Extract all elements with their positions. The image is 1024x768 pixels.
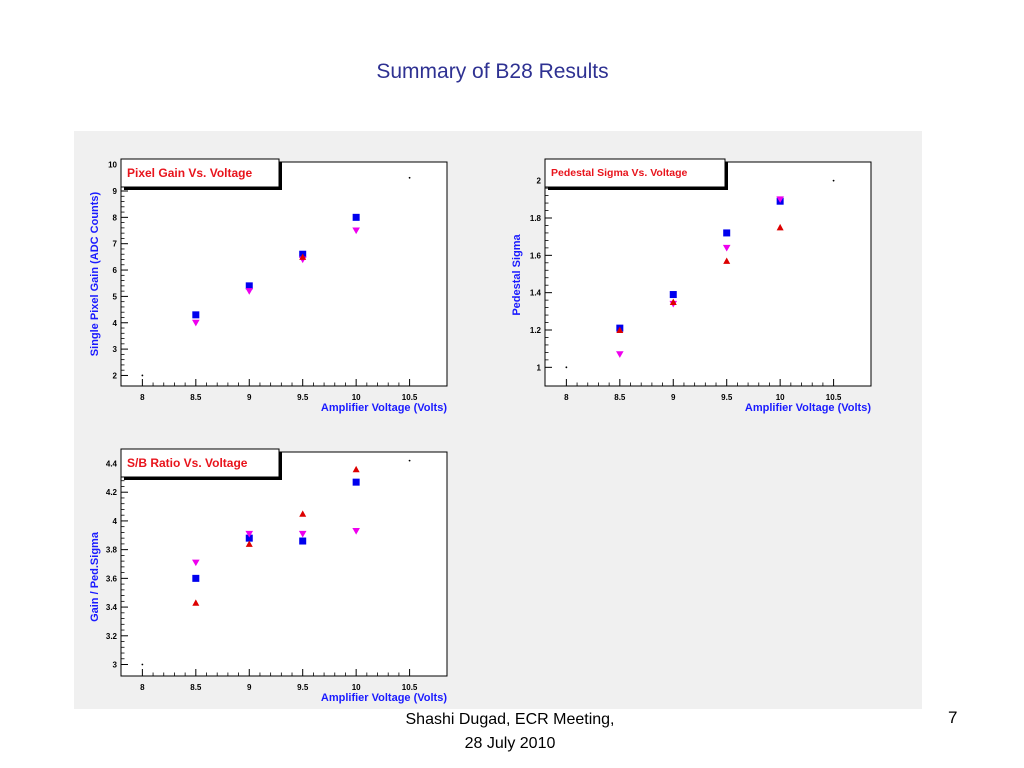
data-point-square	[723, 229, 731, 237]
chart-pixel-gain: 8 8.5 9 9.5 10 10.5 2 3 4 5 6 7 8 9 10 Pixel Gain Vs. V…	[89, 158, 448, 414]
plot-frame	[120, 451, 448, 677]
x-tick-label: 9	[671, 393, 676, 402]
data-point-triangle-up	[192, 599, 200, 606]
plot-frame	[120, 161, 448, 387]
x-tick-label: 9	[247, 683, 252, 692]
x-tick-label: 8	[564, 393, 569, 402]
x-tick-label: 10	[352, 393, 361, 402]
x-tick-label: 10.5	[402, 393, 418, 402]
chart-pedestal-sigma: 8 8.5 9 9.5 10 10.5 1 1.2 1.4 1.6 1.8 2 Pedestal Sig…	[511, 158, 872, 414]
chart-title: Pixel Gain Vs. Voltage	[127, 166, 252, 180]
data-point-square	[192, 311, 200, 319]
y-tick-label: 1.4	[530, 289, 542, 298]
title-box	[120, 158, 280, 188]
y-tick-label: 3	[113, 345, 118, 354]
y-tick-label: 3.2	[106, 632, 118, 641]
data-point-triangle-up	[723, 257, 731, 264]
data-point-square	[352, 213, 360, 221]
data-point-square	[299, 537, 307, 545]
x-tick-label: 8.5	[190, 683, 202, 692]
data-point-triangle-down	[192, 559, 200, 567]
data-point-triangle-down	[245, 288, 254, 295]
data-point-triangle-down	[245, 530, 254, 538]
y-axis-label: Gain / Ped.Sigma	[89, 531, 101, 622]
title-box	[544, 158, 726, 188]
data-point-triangle-down	[722, 244, 731, 252]
data-point-square	[245, 534, 253, 542]
y-tick-label: 7	[113, 240, 118, 249]
data-point-triangle-up	[776, 223, 784, 231]
y-tick-label: 4.4	[106, 459, 118, 468]
corner-dot	[408, 459, 411, 462]
footer-line-1: Shashi Dugad, ECR Meeting,	[405, 711, 615, 728]
data-point-triangle-up	[299, 253, 307, 260]
corner-dot	[408, 176, 411, 179]
chart-title: Pedestal Sigma Vs. Voltage	[551, 167, 688, 179]
data-point-square	[192, 574, 200, 582]
y-tick-label: 4	[113, 319, 118, 328]
chart-sb-ratio: 8 8.5 9 9.5 10 10.5 3 3.2 3.4 3.6 3.8 4 4.2 4.4 S/B Ra…	[89, 448, 448, 704]
y-tick-label: 2	[113, 371, 118, 380]
y-tick-label: 3	[113, 661, 118, 670]
y-tick-label: 3.8	[106, 546, 118, 555]
data-point-triangle-up	[669, 298, 677, 305]
data-point-square	[352, 478, 360, 486]
corner-dot	[832, 179, 835, 182]
x-tick-label: 9	[247, 393, 252, 402]
page-number: 7	[948, 708, 958, 727]
x-tick-label: 10	[352, 683, 361, 692]
corner-dot	[565, 366, 568, 369]
corner-dot	[141, 663, 144, 666]
footer-line-2: 28 July 2010	[464, 735, 556, 752]
data-point-square	[669, 291, 677, 299]
data-point-square	[245, 282, 253, 290]
y-tick-label: 4.2	[106, 488, 118, 497]
y-tick-label: 6	[113, 266, 118, 275]
y-axis-label: Single Pixel Gain (ADC Counts)	[89, 191, 101, 356]
y-tick-label: 5	[113, 292, 118, 301]
y-tick-label: 4	[113, 517, 118, 526]
x-tick-label: 8	[140, 683, 145, 692]
y-tick-label: 3.6	[106, 574, 118, 583]
data-point-triangle-down	[616, 351, 624, 358]
x-tick-label: 9.5	[721, 393, 733, 402]
x-tick-label: 9.5	[297, 683, 309, 692]
data-point-triangle-down	[192, 319, 200, 327]
x-axis-label: Amplifier Voltage (Volts)	[321, 402, 447, 414]
x-axis-label: Amplifier Voltage (Volts)	[321, 692, 447, 704]
x-tick-label: 8.5	[190, 393, 202, 402]
y-tick-label: 1.8	[530, 214, 542, 223]
y-tick-label: 9	[113, 187, 118, 196]
data-point-triangle-down	[352, 227, 360, 235]
data-point-triangle-up	[299, 510, 307, 517]
x-tick-label: 9.5	[297, 393, 309, 402]
data-point-triangle-down	[352, 527, 360, 535]
y-tick-label: 1.6	[530, 251, 542, 260]
x-tick-label: 8	[140, 393, 145, 402]
y-axis-label: Pedestal Sigma	[511, 233, 523, 315]
x-tick-label: 10.5	[402, 683, 418, 692]
x-tick-label: 10.5	[826, 393, 842, 402]
x-tick-label: 10	[776, 393, 785, 402]
footer-text: Shashi Dugad, ECR Meeting, 28 July 2010	[360, 708, 660, 756]
y-tick-label: 8	[113, 213, 118, 222]
data-point-triangle-up	[245, 540, 253, 547]
data-point-triangle-up	[616, 326, 624, 333]
y-tick-label: 2	[537, 177, 542, 186]
chart-title: S/B Ratio Vs. Voltage	[127, 456, 248, 470]
y-tick-label: 10	[108, 161, 117, 170]
plot-frame	[544, 161, 872, 387]
data-point-triangle-up	[352, 465, 360, 473]
data-point-triangle-down	[298, 530, 307, 538]
y-tick-label: 1	[537, 363, 542, 372]
slide-title: Summary of B28 Results	[376, 60, 609, 83]
corner-dot	[141, 374, 144, 377]
y-tick-label: 1.2	[530, 326, 542, 335]
data-point-triangle-down	[776, 196, 784, 203]
title-box	[120, 448, 280, 478]
x-tick-label: 8.5	[614, 393, 626, 402]
y-tick-label: 3.4	[106, 603, 118, 612]
x-axis-label: Amplifier Voltage (Volts)	[745, 402, 871, 414]
